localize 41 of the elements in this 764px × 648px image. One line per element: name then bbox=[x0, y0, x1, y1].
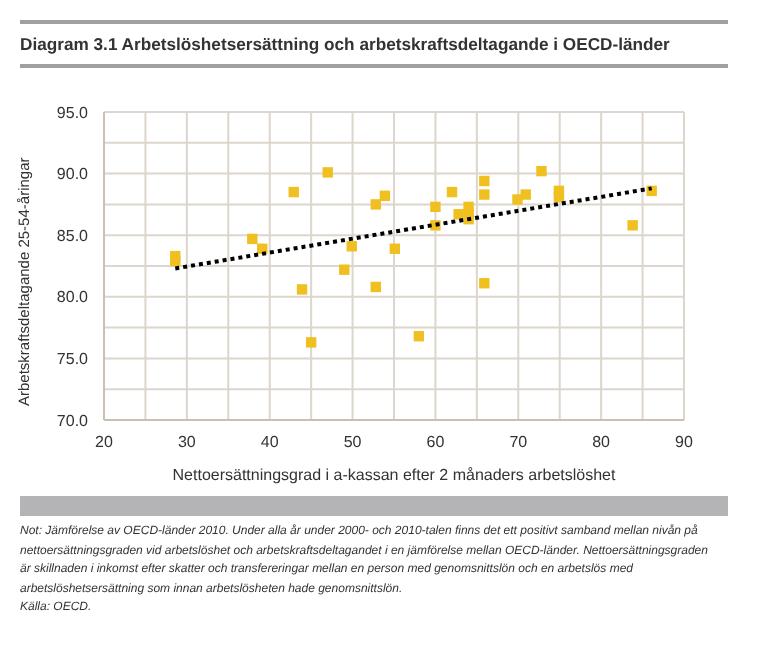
y-tick-label: 70.0 bbox=[56, 411, 90, 430]
point bbox=[247, 233, 258, 245]
point bbox=[479, 278, 490, 289]
point bbox=[463, 209, 474, 220]
point bbox=[446, 186, 458, 198]
point bbox=[536, 165, 547, 177]
point bbox=[379, 190, 391, 201]
point bbox=[389, 243, 401, 254]
point bbox=[170, 255, 181, 267]
x-tick-label: 20 bbox=[95, 433, 114, 452]
point bbox=[346, 241, 357, 252]
x-axis-title: Nettoersättningsgrad i a-kassan efter 2 månaders arbetslöshet bbox=[172, 466, 618, 484]
point bbox=[479, 175, 490, 187]
y-tick-label: 80.0 bbox=[56, 288, 90, 307]
chart-title: Diagram 3.1 Arbetslöshetsersättning och arbetskraftsdeltagande i OECD-länder bbox=[20, 34, 672, 54]
point bbox=[296, 284, 308, 295]
point bbox=[479, 189, 490, 200]
x-tick-label: 40 bbox=[260, 433, 280, 452]
x-tick-label: 70 bbox=[509, 433, 529, 452]
x-tick-label: 50 bbox=[343, 433, 363, 452]
x-tick-label: 80 bbox=[592, 433, 612, 452]
point bbox=[627, 220, 638, 231]
x-tick-label: 30 bbox=[177, 433, 197, 452]
y-tick-label: 90.0 bbox=[56, 165, 90, 184]
x-tick-label: 90 bbox=[675, 433, 694, 452]
point bbox=[430, 201, 441, 213]
point bbox=[288, 186, 299, 198]
point bbox=[553, 191, 565, 203]
point bbox=[453, 209, 464, 220]
y-tick-label: 95.0 bbox=[56, 103, 90, 122]
point bbox=[305, 337, 317, 348]
point bbox=[322, 167, 333, 178]
point bbox=[413, 331, 425, 342]
point bbox=[512, 194, 523, 205]
y-tick-label: 75.0 bbox=[56, 350, 90, 369]
point bbox=[370, 281, 381, 293]
y-tick-label: 85.0 bbox=[56, 226, 90, 245]
point bbox=[370, 199, 381, 210]
point bbox=[339, 264, 350, 275]
x-tick-label: 60 bbox=[426, 433, 446, 452]
point bbox=[520, 189, 531, 200]
